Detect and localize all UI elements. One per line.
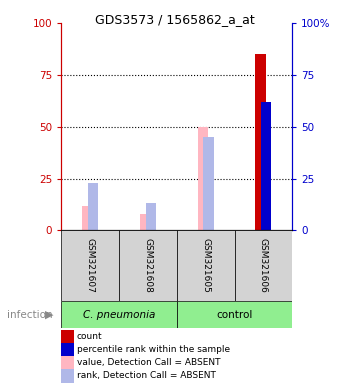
- Text: control: control: [216, 310, 253, 320]
- Text: percentile rank within the sample: percentile rank within the sample: [77, 345, 230, 354]
- Text: GDS3573 / 1565862_a_at: GDS3573 / 1565862_a_at: [95, 13, 255, 26]
- Bar: [140, 214, 150, 230]
- Text: GSM321608: GSM321608: [144, 238, 152, 293]
- Text: GSM321606: GSM321606: [259, 238, 268, 293]
- Bar: [61, 301, 177, 328]
- Text: rank, Detection Call = ABSENT: rank, Detection Call = ABSENT: [77, 371, 216, 380]
- Bar: [197, 127, 208, 230]
- Bar: [255, 54, 266, 230]
- Bar: [261, 102, 272, 230]
- Bar: [61, 230, 119, 301]
- Bar: [203, 137, 214, 230]
- Bar: [88, 183, 98, 230]
- Bar: [234, 230, 292, 301]
- Bar: [119, 230, 177, 301]
- Text: C. pneumonia: C. pneumonia: [83, 310, 155, 320]
- Text: GSM321605: GSM321605: [201, 238, 210, 293]
- Text: infection: infection: [7, 310, 52, 320]
- Bar: [146, 204, 156, 230]
- Text: ▶: ▶: [45, 310, 53, 320]
- Bar: [177, 230, 234, 301]
- Bar: [82, 205, 92, 230]
- Text: value, Detection Call = ABSENT: value, Detection Call = ABSENT: [77, 358, 220, 367]
- Text: count: count: [77, 332, 103, 341]
- Bar: [177, 301, 292, 328]
- Text: GSM321607: GSM321607: [86, 238, 94, 293]
